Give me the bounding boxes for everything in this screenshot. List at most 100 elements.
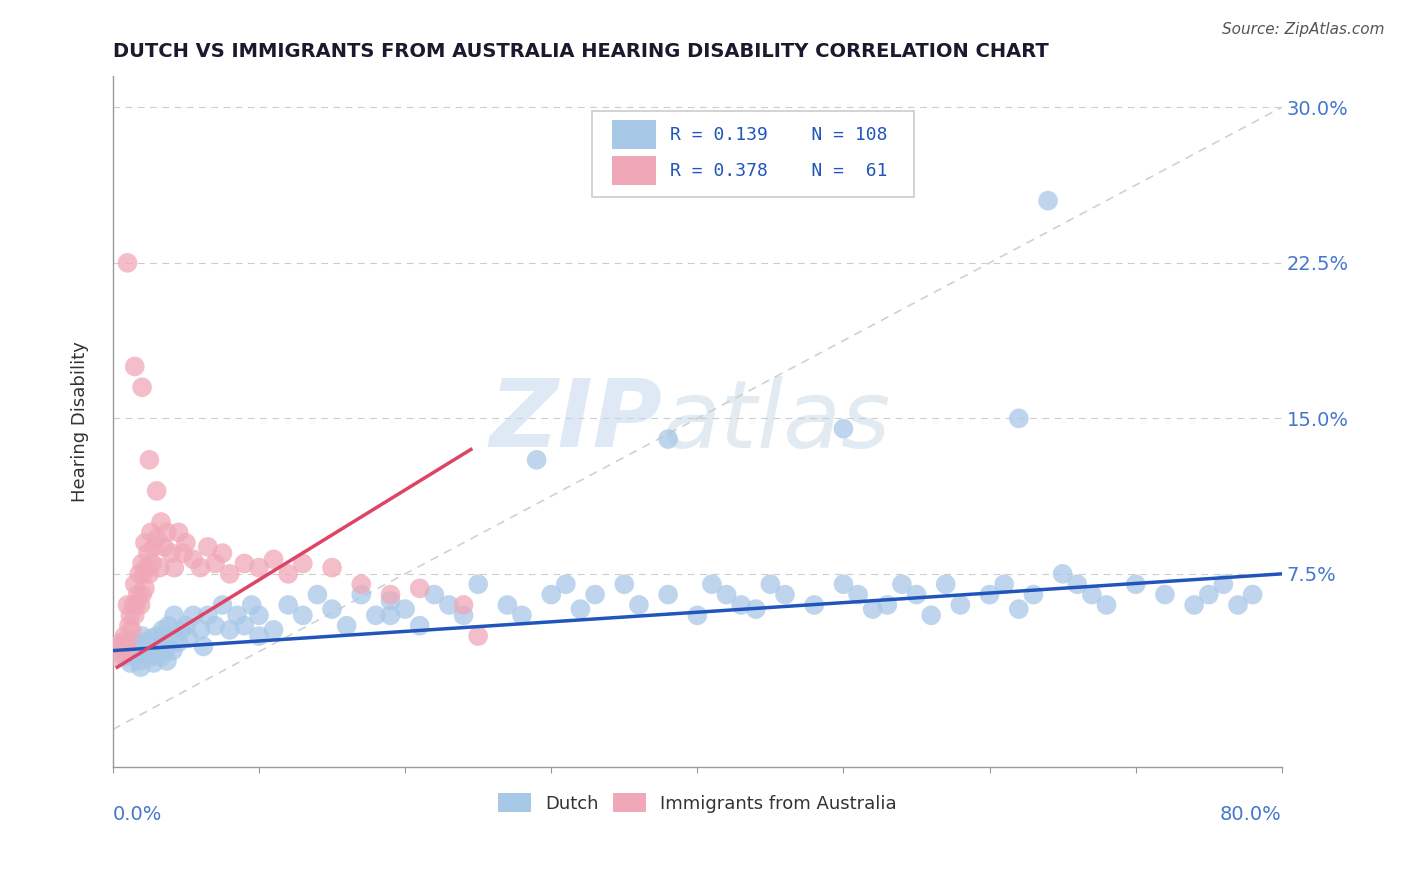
Point [141, 557, 163, 571]
Point [174, 535, 197, 549]
Point [657, 432, 679, 446]
Point [156, 654, 179, 668]
Point [277, 566, 299, 581]
Point [1095, 598, 1118, 612]
Point [136, 546, 159, 560]
Point [350, 588, 373, 602]
Text: atlas: atlas [662, 376, 890, 467]
Text: Source: ZipAtlas.com: Source: ZipAtlas.com [1222, 22, 1385, 37]
Point [803, 598, 825, 612]
Point [141, 631, 163, 645]
Point [160, 546, 183, 560]
Point [149, 560, 172, 574]
Point [211, 546, 233, 560]
Point [197, 540, 219, 554]
Point [380, 588, 402, 602]
Point [150, 649, 173, 664]
Point [321, 602, 343, 616]
Point [143, 646, 166, 660]
Point [163, 560, 186, 574]
Point [145, 483, 167, 498]
Point [1066, 577, 1088, 591]
Point [218, 623, 240, 637]
Point [540, 588, 562, 602]
Point [890, 577, 912, 591]
Point [263, 552, 285, 566]
Point [1022, 588, 1045, 602]
Point [118, 618, 141, 632]
Point [583, 588, 606, 602]
Point [627, 598, 650, 612]
FancyBboxPatch shape [612, 120, 657, 149]
Point [122, 598, 145, 612]
Point [1212, 577, 1234, 591]
Point [526, 452, 548, 467]
Point [218, 566, 240, 581]
Point [131, 588, 153, 602]
Point [157, 618, 180, 632]
Legend: Dutch, Immigrants from Australia: Dutch, Immigrants from Australia [491, 786, 904, 820]
Point [336, 618, 359, 632]
Point [115, 643, 138, 657]
Point [138, 452, 160, 467]
Point [108, 640, 131, 654]
Point [773, 588, 796, 602]
Point [120, 608, 142, 623]
Point [307, 588, 329, 602]
Y-axis label: Hearing Disability: Hearing Disability [72, 341, 89, 502]
Point [350, 577, 373, 591]
Point [263, 623, 285, 637]
FancyBboxPatch shape [612, 156, 657, 186]
Point [211, 598, 233, 612]
Point [686, 608, 709, 623]
Point [129, 598, 152, 612]
Point [554, 577, 576, 591]
Point [240, 598, 263, 612]
Point [979, 588, 1001, 602]
Point [277, 598, 299, 612]
Point [117, 256, 139, 270]
Point [935, 577, 957, 591]
Point [145, 629, 167, 643]
Point [730, 598, 752, 612]
Point [149, 640, 172, 654]
Point [142, 656, 165, 670]
Point [759, 577, 782, 591]
Point [167, 635, 190, 649]
Text: R = 0.378    N =  61: R = 0.378 N = 61 [671, 161, 889, 180]
Point [134, 535, 156, 549]
Point [135, 560, 157, 574]
Point [160, 629, 183, 643]
Point [117, 598, 139, 612]
Point [142, 540, 165, 554]
Point [117, 635, 139, 649]
Point [197, 608, 219, 623]
Point [204, 557, 226, 571]
Point [156, 525, 179, 540]
Point [153, 635, 176, 649]
Point [613, 577, 636, 591]
Text: R = 0.139    N = 108: R = 0.139 N = 108 [671, 126, 889, 144]
Point [131, 557, 153, 571]
Point [409, 582, 432, 596]
Point [993, 577, 1015, 591]
Point [453, 608, 475, 623]
Point [1182, 598, 1205, 612]
Point [162, 643, 184, 657]
Point [876, 598, 898, 612]
Point [170, 623, 193, 637]
Point [1008, 411, 1031, 425]
Point [134, 635, 156, 649]
Point [423, 588, 446, 602]
Point [146, 643, 169, 657]
Point [496, 598, 519, 612]
Point [152, 623, 174, 637]
Point [832, 577, 855, 591]
Point [453, 598, 475, 612]
Point [247, 560, 270, 574]
FancyBboxPatch shape [592, 111, 914, 197]
Point [1036, 194, 1059, 208]
Point [920, 608, 942, 623]
Point [190, 623, 212, 637]
Point [129, 660, 152, 674]
